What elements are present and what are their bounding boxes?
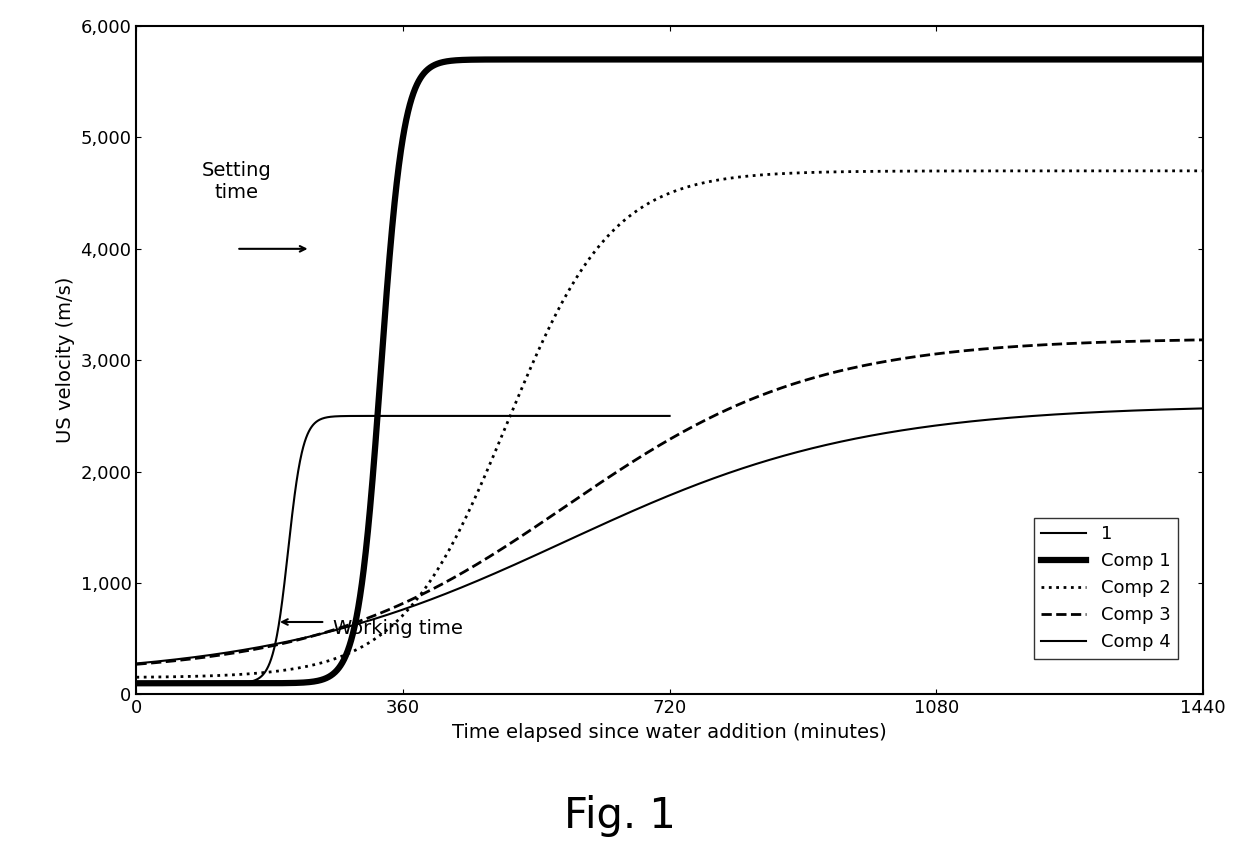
Comp 1 bbox=[792, 55, 807, 65]
Comp 4 bbox=[1174, 404, 1189, 414]
Comp 1 bbox=[250, 678, 265, 688]
Comp 3 bbox=[1195, 335, 1210, 345]
Comp 3 bbox=[129, 659, 144, 669]
Comp 1 bbox=[129, 678, 144, 688]
Comp 1 bbox=[314, 674, 329, 685]
Comp 1 bbox=[538, 55, 553, 65]
Comp 4 bbox=[1195, 404, 1210, 414]
Comp 2 bbox=[250, 667, 265, 678]
Comp 4 bbox=[1059, 409, 1074, 419]
Line: Comp 3: Comp 3 bbox=[136, 340, 1203, 664]
Comp 3 bbox=[250, 643, 265, 654]
Comp 1 bbox=[1195, 55, 1210, 65]
Comp 2 bbox=[1059, 166, 1074, 176]
1 bbox=[192, 678, 207, 688]
Comp 4 bbox=[538, 545, 553, 556]
Comp 2 bbox=[129, 672, 144, 682]
Line: 1: 1 bbox=[136, 416, 670, 683]
Legend: 1, Comp 1, Comp 2, Comp 3, Comp 4: 1, Comp 1, Comp 2, Comp 3, Comp 4 bbox=[1034, 518, 1178, 659]
Comp 2 bbox=[584, 251, 599, 261]
Text: Setting
time: Setting time bbox=[201, 161, 272, 202]
Text: Fig. 1: Fig. 1 bbox=[564, 795, 676, 837]
Comp 3 bbox=[1059, 339, 1074, 349]
Comp 4 bbox=[584, 524, 599, 535]
Comp 3 bbox=[538, 515, 553, 525]
1 bbox=[129, 678, 144, 688]
Line: Comp 2: Comp 2 bbox=[136, 171, 1203, 677]
Comp 3 bbox=[584, 483, 599, 494]
Comp 2 bbox=[1195, 166, 1210, 176]
1 bbox=[366, 411, 381, 421]
Comp 2 bbox=[1174, 166, 1189, 176]
X-axis label: Time elapsed since water addition (minutes): Time elapsed since water addition (minut… bbox=[453, 723, 887, 742]
Comp 4 bbox=[129, 658, 144, 668]
1 bbox=[553, 411, 568, 421]
Comp 1 bbox=[1174, 55, 1189, 65]
Comp 3 bbox=[1174, 335, 1189, 345]
Text: Working time: Working time bbox=[332, 619, 463, 638]
Y-axis label: US velocity (m/s): US velocity (m/s) bbox=[56, 277, 74, 444]
Comp 3 bbox=[314, 628, 329, 639]
Line: Comp 4: Comp 4 bbox=[136, 409, 1203, 663]
Comp 1 bbox=[584, 55, 599, 65]
Comp 4 bbox=[314, 628, 329, 639]
1 bbox=[662, 411, 677, 421]
Comp 2 bbox=[538, 331, 553, 341]
Comp 2 bbox=[314, 658, 329, 668]
1 bbox=[355, 411, 370, 421]
1 bbox=[170, 678, 185, 688]
Comp 1 bbox=[1060, 55, 1075, 65]
Line: Comp 1: Comp 1 bbox=[136, 60, 1203, 683]
Comp 4 bbox=[250, 642, 265, 653]
1 bbox=[376, 411, 391, 421]
1 bbox=[433, 411, 448, 421]
